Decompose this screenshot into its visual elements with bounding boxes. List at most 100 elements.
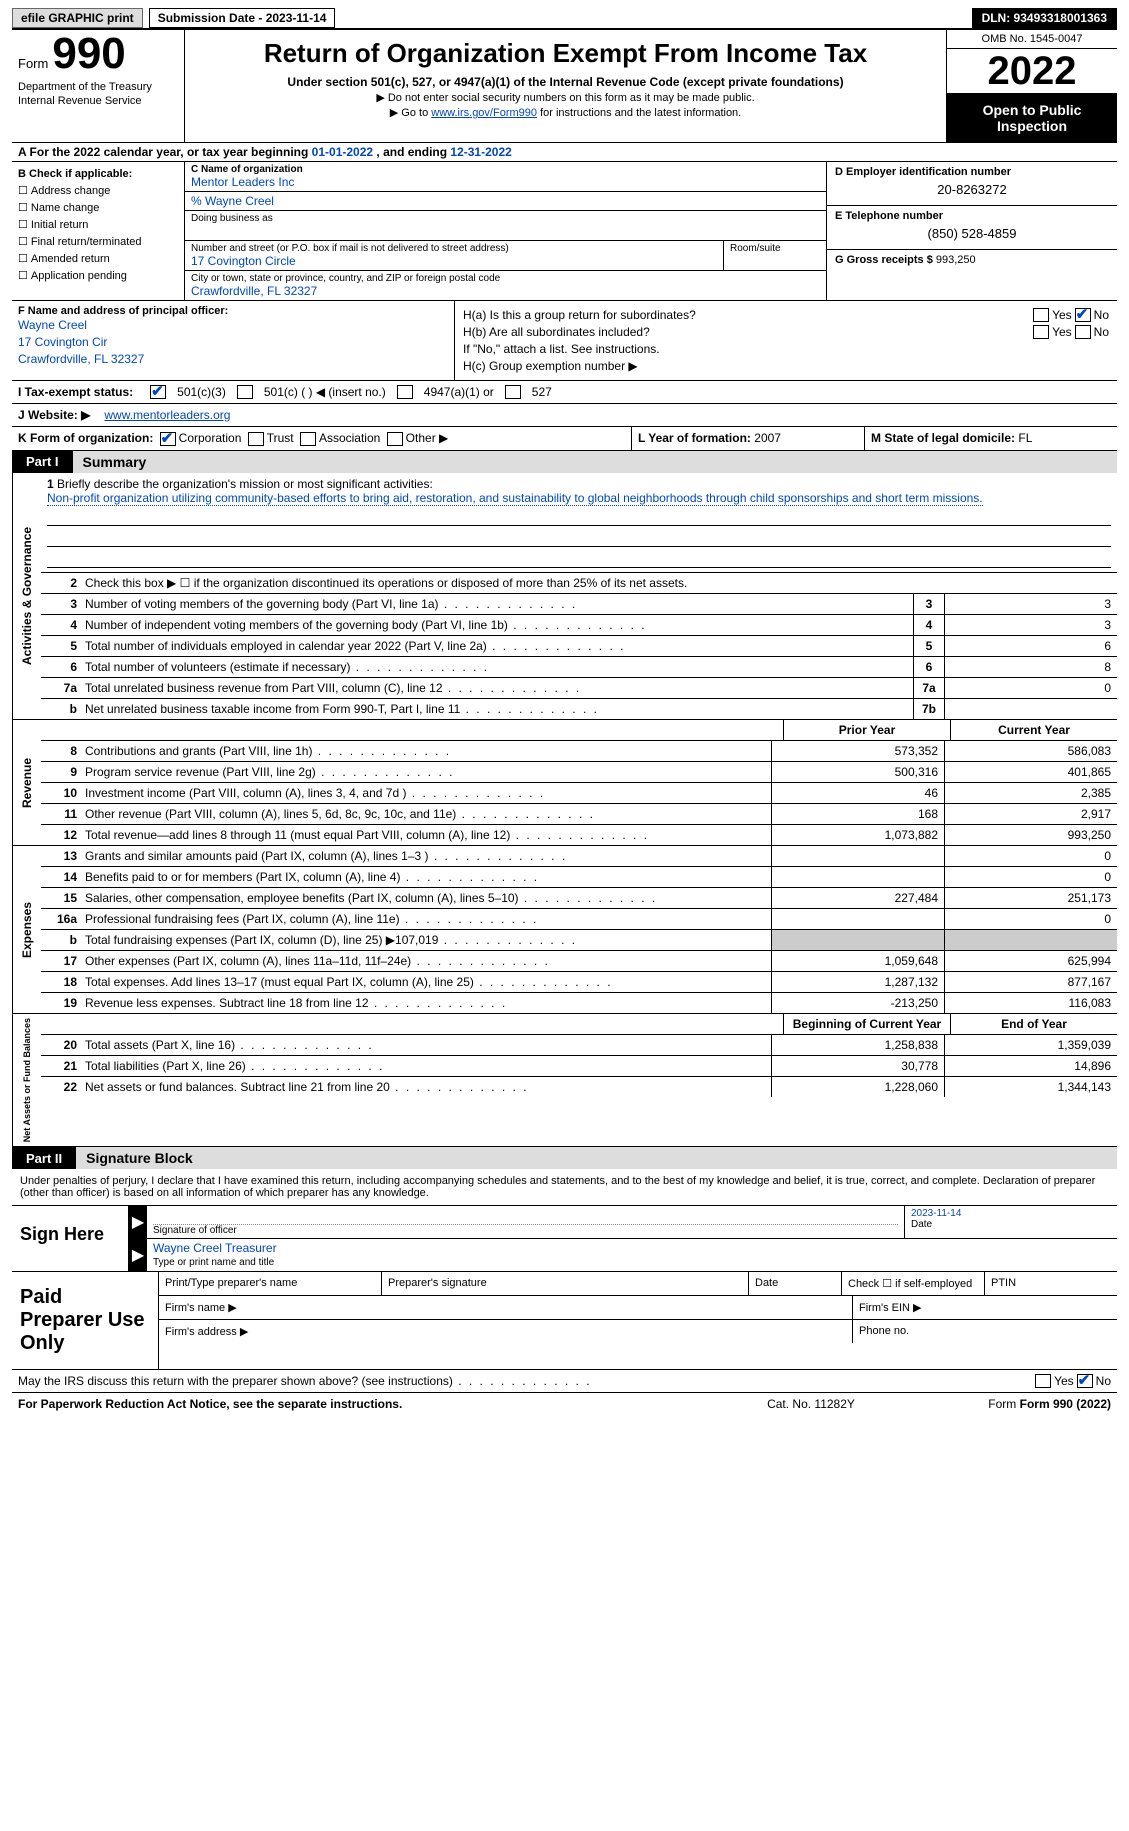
i-501c[interactable] (237, 385, 253, 399)
ha-no[interactable] (1075, 308, 1091, 322)
summary-line: bNet unrelated business taxable income f… (41, 699, 1117, 719)
footer-question: May the IRS discuss this return with the… (12, 1370, 1117, 1393)
ein-label: D Employer identification number (835, 166, 1109, 178)
section-d: D Employer identification number 20-8263… (826, 162, 1117, 300)
sig-officer-label: Signature of officer (153, 1225, 237, 1236)
row-l: L Year of formation: 2007 (632, 427, 865, 450)
summary-line: 9Program service revenue (Part VIII, lin… (41, 762, 1117, 783)
f-label: F Name and address of principal officer: (18, 305, 228, 317)
summary-line: 15Salaries, other compensation, employee… (41, 888, 1117, 909)
paid-preparer-block: Paid Preparer Use Only Print/Type prepar… (12, 1272, 1117, 1370)
summary-line: 4Number of independent voting members of… (41, 615, 1117, 636)
row-j: J Website: ▶ www.mentorleaders.org (12, 404, 1117, 427)
summary-line: 10Investment income (Part VIII, column (… (41, 783, 1117, 804)
dept-text: Department of the Treasury Internal Reve… (18, 80, 178, 109)
b-header: B Check if applicable: (18, 166, 178, 183)
i-4947[interactable] (397, 385, 413, 399)
officer-addr2: Crawfordville, FL 32327 (18, 351, 448, 368)
part-2-header: Part II Signature Block (12, 1147, 1117, 1169)
telephone: (850) 528-4859 (835, 222, 1109, 245)
row-m: M State of legal domicile: FL (865, 427, 1117, 450)
summary-line: 18Total expenses. Add lines 13–17 (must … (41, 972, 1117, 993)
row-k: K Form of organization: Corporation Trus… (12, 427, 632, 450)
summary-line: 5Total number of individuals employed in… (41, 636, 1117, 657)
i-501c3[interactable] (150, 385, 166, 399)
firm-ein-lbl: Firm's EIN ▶ (853, 1296, 1117, 1319)
sig-arrow-icon: ▶ (129, 1206, 147, 1238)
b-checkbox-item[interactable]: ☐Name change (18, 200, 178, 217)
form-left: Form 990 Department of the Treasury Inte… (12, 30, 185, 142)
b-checkbox-item[interactable]: ☐Initial return (18, 217, 178, 234)
sig-name: Wayne Creel Treasurer (153, 1241, 1111, 1257)
i-527[interactable] (505, 385, 521, 399)
city-label: City or town, state or province, country… (191, 273, 820, 284)
side-expenses: Expenses (12, 846, 41, 1013)
summary-line: 19Revenue less expenses. Subtract line 1… (41, 993, 1117, 1013)
k-trust[interactable] (248, 432, 264, 446)
tel-label: E Telephone number (835, 210, 1109, 222)
prep-name-lbl: Print/Type preparer's name (159, 1272, 382, 1295)
summary-line: 12Total revenue—add lines 8 through 11 (… (41, 825, 1117, 845)
subtitle-1: Under section 501(c), 527, or 4947(a)(1)… (193, 75, 938, 89)
dba (191, 224, 820, 238)
ty-end: 12-31-2022 (450, 145, 511, 159)
summary-line: 21Total liabilities (Part X, line 26)30,… (41, 1056, 1117, 1077)
section-f: F Name and address of principal officer:… (12, 301, 455, 380)
prep-sig-lbl: Preparer's signature (382, 1272, 749, 1295)
section-b: B Check if applicable: ☐Address change☐N… (12, 162, 185, 300)
sign-here-block: Sign Here ▶ Signature of officer 2023-11… (12, 1206, 1117, 1272)
k-assoc[interactable] (300, 432, 316, 446)
line-1: 1 Briefly describe the organization's mi… (41, 473, 1117, 573)
b-checkbox-item[interactable]: ☐Amended return (18, 251, 178, 268)
hb-yes[interactable] (1033, 325, 1049, 339)
section-c: C Name of organization Mentor Leaders In… (185, 162, 826, 300)
paid-preparer-label: Paid Preparer Use Only (12, 1272, 158, 1369)
net-col-header: Beginning of Current YearEnd of Year (41, 1014, 1117, 1035)
mission-text: Non-profit organization utilizing commun… (47, 491, 983, 506)
efile-print-button[interactable]: efile GRAPHIC print (12, 8, 143, 28)
dba-label: Doing business as (191, 213, 820, 224)
room-label: Room/suite (730, 243, 820, 254)
k-corp[interactable] (160, 432, 176, 446)
prep-self-lbl: Check ☐ if self-employed (842, 1272, 985, 1295)
gross-receipts: 993,250 (936, 254, 976, 266)
cat-no: Cat. No. 11282Y (711, 1397, 911, 1411)
sig-arrow-icon-2: ▶ (129, 1239, 147, 1271)
sign-here-label: Sign Here (12, 1206, 128, 1271)
discuss-yes[interactable] (1035, 1374, 1051, 1388)
summary-line: bTotal fundraising expenses (Part IX, co… (41, 930, 1117, 951)
officer-name: Wayne Creel (18, 317, 448, 334)
open-to-public: Open to Public Inspection (947, 94, 1117, 142)
dln: DLN: 93493318001363 (972, 8, 1117, 28)
summary-line: 22Net assets or fund balances. Subtract … (41, 1077, 1117, 1097)
summary-line: 7aTotal unrelated business revenue from … (41, 678, 1117, 699)
summary-line: 16aProfessional fundraising fees (Part I… (41, 909, 1117, 930)
org-name: Mentor Leaders Inc (191, 175, 820, 189)
hb-no[interactable] (1075, 325, 1091, 339)
prep-date-lbl: Date (749, 1272, 842, 1295)
form-label: Form (18, 56, 48, 71)
b-checkbox-item[interactable]: ☐Final return/terminated (18, 234, 178, 251)
gross-label: G Gross receipts $ (835, 254, 933, 266)
b-checkbox-item[interactable]: ☐Application pending (18, 268, 178, 285)
subtitle-2: ▶ Do not enter social security numbers o… (193, 91, 938, 104)
website-link[interactable]: www.mentorleaders.org (104, 408, 230, 422)
summary-line: 8Contributions and grants (Part VIII, li… (41, 741, 1117, 762)
submission-date: Submission Date - 2023-11-14 (149, 8, 336, 28)
ha-yes[interactable] (1033, 308, 1049, 322)
city: Crawfordville, FL 32327 (191, 284, 820, 298)
b-checkbox-item[interactable]: ☐Address change (18, 183, 178, 200)
prep-ptin-lbl: PTIN (985, 1272, 1117, 1295)
section-h: H(a) Is this a group return for subordin… (455, 301, 1117, 380)
c-name-label: C Name of organization (191, 164, 303, 175)
discuss-no[interactable] (1077, 1374, 1093, 1388)
sig-declaration: Under penalties of perjury, I declare th… (12, 1169, 1117, 1206)
form-right: OMB No. 1545-0047 2022 Open to Public In… (946, 30, 1117, 142)
k-other[interactable] (387, 432, 403, 446)
state-domicile: FL (1018, 431, 1032, 445)
tax-year: 2022 (947, 49, 1117, 94)
summary-line: 17Other expenses (Part IX, column (A), l… (41, 951, 1117, 972)
summary-line: 11Other revenue (Part VIII, column (A), … (41, 804, 1117, 825)
h-note: If "No," attach a list. See instructions… (463, 342, 1109, 356)
irs-link[interactable]: www.irs.gov/Form990 (431, 107, 537, 119)
